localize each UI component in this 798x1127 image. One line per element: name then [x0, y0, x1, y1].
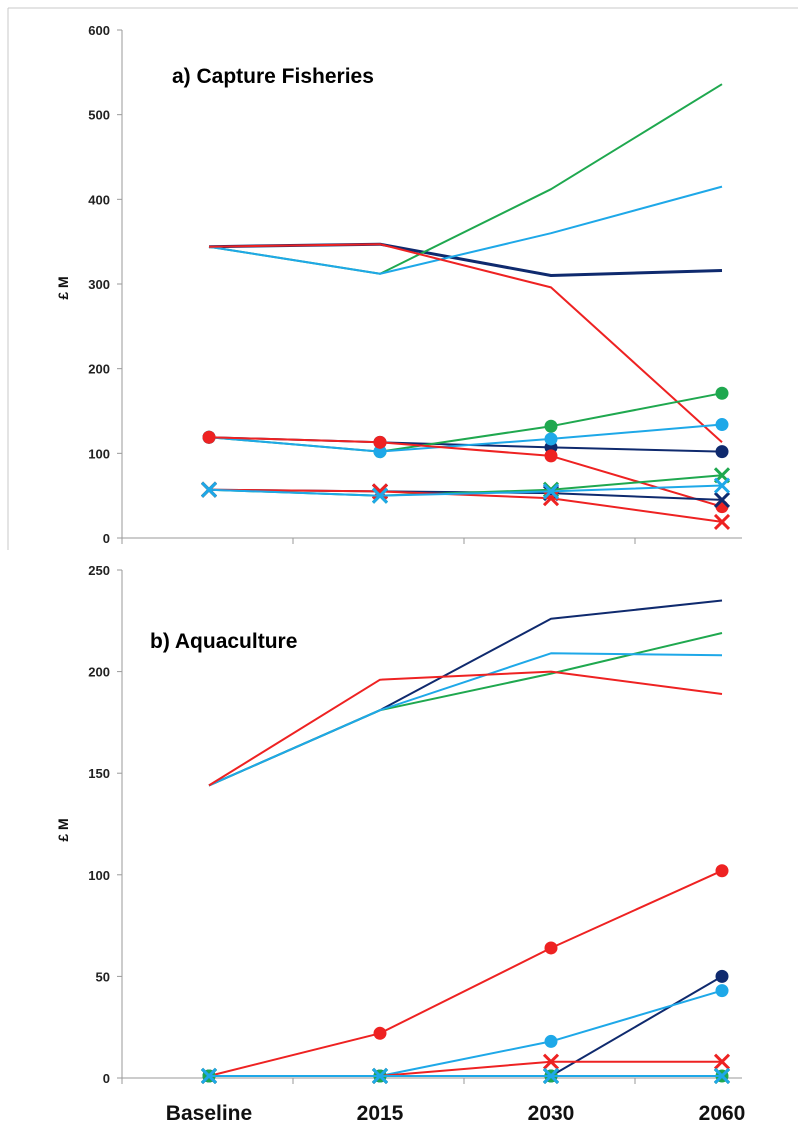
y-tick-label: 400	[88, 192, 110, 207]
series-line	[208, 488, 723, 523]
panel-b-title: b) Aquaculture	[150, 630, 297, 653]
series-line	[208, 185, 723, 275]
cross-stroke	[200, 481, 218, 498]
cross-stroke	[713, 1053, 731, 1070]
series-lines-2	[208, 652, 723, 787]
data-point-circle	[544, 1034, 558, 1048]
data-point-cross	[713, 513, 731, 530]
series-line	[208, 484, 723, 497]
data-point-circle	[715, 864, 729, 878]
data-point-cross	[200, 1067, 218, 1085]
cross-stroke	[542, 490, 560, 507]
series-line	[208, 423, 723, 453]
series-lines-3	[208, 670, 723, 787]
data-point-circle	[715, 984, 729, 998]
cross-stroke	[200, 1067, 218, 1085]
series-circles-4	[202, 864, 729, 1083]
data-point-cross	[371, 1067, 389, 1085]
data-point-cross	[713, 477, 731, 494]
y-tick-label: 150	[88, 766, 110, 781]
data-point-circle	[544, 941, 558, 955]
series-lines-2	[208, 185, 723, 275]
cross-stroke	[371, 487, 389, 504]
series-line	[208, 652, 723, 787]
data-point-circle	[373, 1026, 387, 1040]
panel-b-y-axis-label: £ M	[55, 818, 71, 841]
series-line	[208, 869, 723, 1077]
y-tick-label: 300	[88, 277, 110, 292]
data-point-cross	[200, 481, 218, 498]
y-tick-label: 600	[88, 23, 110, 38]
series-crosses-11	[200, 1067, 731, 1085]
y-tick-label: 100	[88, 868, 110, 883]
data-point-circle	[715, 500, 729, 514]
y-tick-label: 200	[88, 665, 110, 680]
y-tick-label: 250	[88, 563, 110, 578]
cross-stroke	[713, 491, 731, 508]
data-point-cross	[713, 1067, 731, 1085]
data-point-cross	[542, 483, 560, 500]
series-line	[208, 243, 723, 444]
cross-stroke	[542, 483, 560, 500]
data-point-circle	[715, 386, 729, 400]
series-line	[208, 670, 723, 787]
series-crosses-10	[200, 481, 731, 530]
y-tick-label: 200	[88, 362, 110, 377]
data-point-circle	[544, 419, 558, 433]
series-lines-1	[208, 632, 723, 787]
y-tick-label: 500	[88, 108, 110, 123]
data-point-circle	[373, 435, 387, 449]
data-point-cross	[713, 491, 731, 508]
data-point-circle	[544, 449, 558, 463]
series-crosses-11	[200, 477, 731, 504]
series-line	[209, 1060, 722, 1077]
series-line	[208, 436, 723, 508]
series-lines-3	[208, 243, 723, 444]
series-circles-6	[202, 984, 729, 1083]
cross-stroke	[542, 1067, 560, 1085]
data-point-cross	[713, 1053, 731, 1070]
data-point-circle	[373, 445, 387, 459]
series-lines-0	[208, 599, 723, 787]
data-point-circle	[715, 969, 729, 983]
x-tick-label: 2030	[528, 1102, 575, 1125]
data-point-cross	[542, 1067, 560, 1085]
panel-a-y-axis-label: £ M	[55, 276, 71, 299]
series-circles-5	[202, 969, 729, 1083]
cross-stroke	[371, 1067, 389, 1085]
y-tick-label: 50	[96, 969, 110, 984]
series-line	[208, 599, 723, 787]
data-point-cross	[542, 490, 560, 507]
cross-stroke	[542, 1053, 560, 1070]
y-tick-label: 0	[103, 1071, 110, 1086]
cross-stroke	[713, 1067, 731, 1085]
panel-a-title: a) Capture Fisheries	[172, 65, 374, 88]
data-point-cross	[371, 487, 389, 504]
x-tick-label: 2060	[699, 1102, 746, 1125]
data-point-circle	[715, 418, 729, 432]
series-circles-5	[202, 386, 729, 459]
cross-stroke	[713, 477, 731, 494]
y-tick-label: 100	[88, 446, 110, 461]
panel-a-capture-fisheries: a) Capture Fisheries £ M 0 100 200 300 400 50…	[55, 23, 742, 546]
data-point-circle	[202, 430, 216, 444]
x-tick-label: Baseline	[166, 1102, 252, 1125]
data-point-cross	[542, 1053, 560, 1070]
panel-b-aquaculture: b) Aquaculture £ M 0 50 100 150 200 250 Baseli…	[55, 563, 745, 1125]
data-point-circle	[544, 432, 558, 446]
cross-stroke	[713, 513, 731, 530]
x-tick-label: 2015	[357, 1102, 404, 1125]
series-line	[209, 989, 723, 1077]
data-point-circle	[715, 445, 729, 459]
y-tick-label: 0	[103, 531, 110, 546]
series-line	[208, 632, 723, 787]
